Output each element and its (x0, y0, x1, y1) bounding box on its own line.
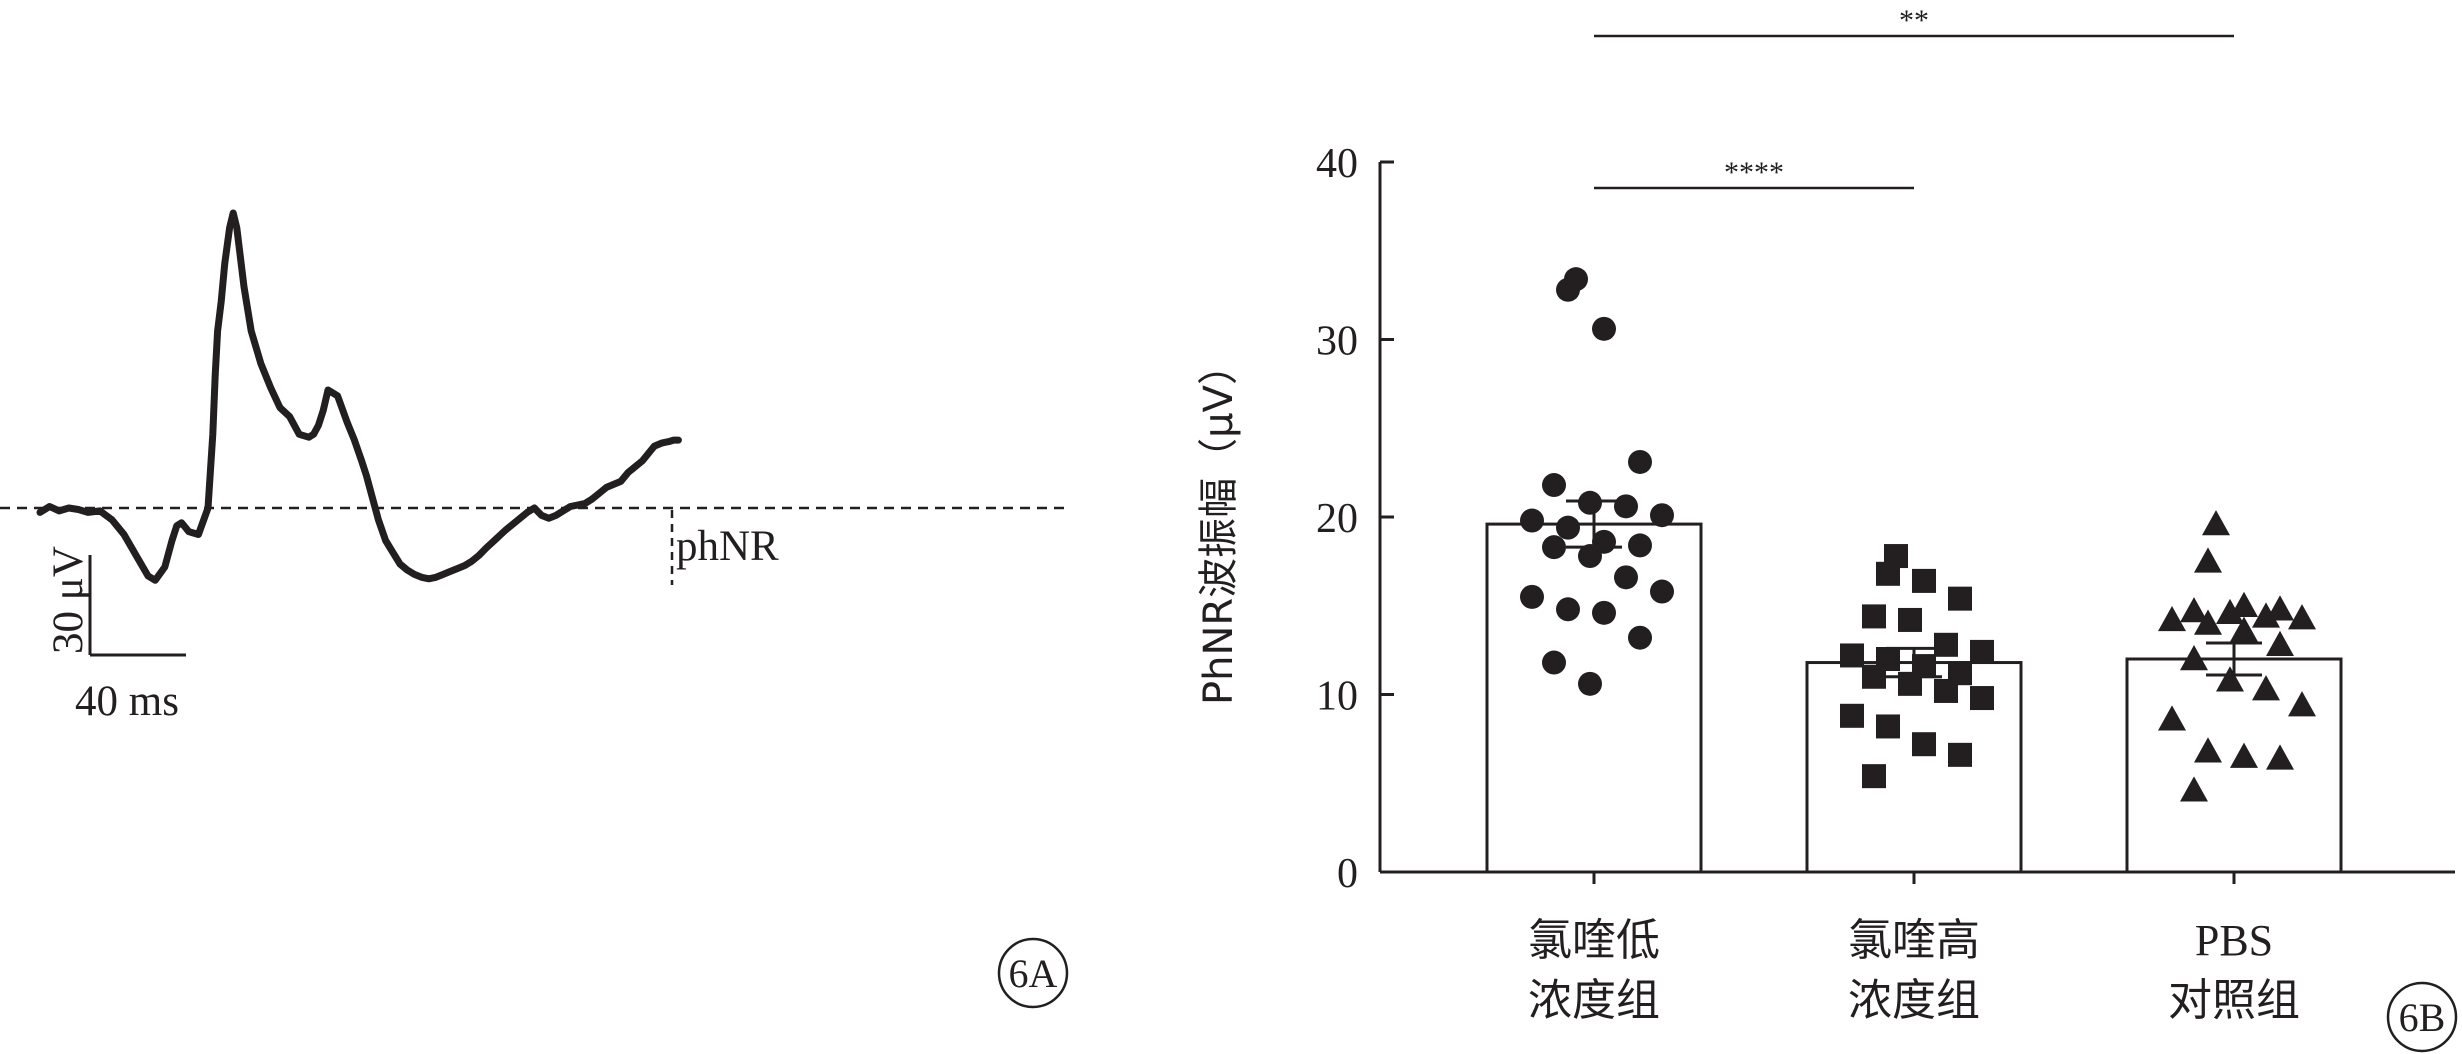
data-point-circle-1-21 (1542, 650, 1566, 675)
data-point-circle-1-3 (1592, 316, 1616, 341)
data-point-circle-1-13 (1542, 535, 1566, 560)
data-point-circle-1-5 (1542, 473, 1566, 498)
data-point-square-2-15 (1934, 678, 1958, 703)
data-point-square-2-5 (1862, 604, 1886, 629)
data-point-triangle-3-17 (2158, 705, 2186, 731)
data-point-square-2-9 (1840, 643, 1864, 668)
data-point-triangle-3-7 (2252, 602, 2280, 628)
data-point-triangle-3-12 (2266, 630, 2294, 656)
data-point-circle-1-8 (1650, 503, 1674, 528)
x-category-label-3-line-2: 对照组 (2168, 975, 2300, 1026)
data-point-triangle-3-9 (2158, 605, 2186, 632)
data-point-square-2-21 (1862, 764, 1886, 789)
data-point-triangle-3-3 (2230, 591, 2258, 617)
data-point-triangle-3-13 (2180, 645, 2208, 671)
data-point-circle-1-6 (1578, 490, 1602, 515)
data-point-triangle-3-1 (2202, 510, 2230, 536)
data-point-triangle-3-15 (2252, 675, 2280, 701)
data-point-circle-1-9 (1520, 508, 1544, 533)
data-point-circle-1-17 (1520, 584, 1544, 609)
data-point-square-2-19 (1912, 732, 1936, 757)
data-point-circle-1-19 (1592, 600, 1616, 625)
x-category-label-2-line-1: 氯喹高 (1848, 915, 1980, 966)
y-tick-label-10: 10 (1316, 674, 1358, 720)
data-point-triangle-3-4 (2266, 595, 2294, 621)
data-point-square-2-18 (1876, 714, 1900, 739)
data-point-square-2-13 (1862, 664, 1886, 689)
y-tick-label-20: 20 (1316, 496, 1358, 542)
x-category-label-1-line-1: 氯喹低 (1528, 915, 1660, 966)
data-point-square-2-2 (1876, 561, 1900, 586)
data-point-circle-1-15 (1614, 565, 1638, 590)
data-point-triangle-3-8 (2288, 604, 2316, 630)
scale-bar-vertical-label: 30 μV (45, 546, 92, 654)
data-point-square-2-7 (1934, 632, 1958, 657)
x-category-label-1-line-2: 浓度组 (1528, 975, 1660, 1026)
data-point-circle-1-18 (1556, 597, 1580, 622)
data-point-square-2-20 (1948, 742, 1972, 767)
y-axis-label: PhNR波振幅（μV） (1196, 345, 1242, 705)
data-points-group (1520, 267, 2316, 802)
data-point-square-2-3 (1912, 568, 1936, 593)
panel-label-6a-circle (997, 937, 1069, 1009)
y-tick-label-0: 0 (1337, 851, 1358, 897)
data-point-square-2-14 (1898, 671, 1922, 696)
y-tick-label-40: 40 (1316, 141, 1358, 187)
data-point-triangle-3-10 (2194, 609, 2222, 635)
data-point-triangle-3-21 (2180, 776, 2208, 802)
data-point-circle-1-14 (1578, 544, 1602, 569)
panel-6a-waveform: phNR 30 μV 40 ms 6A (0, 209, 1070, 1009)
data-point-triangle-3-20 (2266, 744, 2294, 770)
data-point-square-2-8 (1970, 639, 1994, 664)
data-point-square-2-16 (1970, 686, 1994, 711)
data-point-circle-1-10 (1556, 515, 1580, 540)
data-point-circle-1-22 (1578, 671, 1602, 696)
data-point-triangle-3-5 (2180, 597, 2208, 623)
data-point-triangle-3-18 (2194, 737, 2222, 763)
data-point-circle-1-16 (1650, 579, 1674, 604)
data-point-circle-1-4 (1628, 449, 1652, 474)
significance-label-1: **** (1724, 156, 1784, 189)
significance-brackets: ****** (1594, 4, 2234, 190)
phnr-annotation-label: phNR (676, 523, 779, 570)
data-point-triangle-3-6 (2216, 598, 2244, 625)
y-axis: 0 10 20 30 40 (1316, 141, 1394, 897)
data-point-triangle-3-16 (2288, 691, 2316, 717)
data-point-triangle-3-14 (2216, 666, 2244, 692)
bar-1 (1485, 522, 1703, 874)
data-point-circle-1-7 (1614, 494, 1638, 519)
panel-label-6b: 6B (2399, 995, 2446, 1040)
data-point-triangle-3-11 (2230, 616, 2258, 642)
erg-waveform-line (36, 209, 682, 584)
data-point-circle-1-2 (1556, 277, 1580, 302)
data-point-circle-1-12 (1628, 533, 1652, 558)
data-point-square-2-17 (1840, 703, 1864, 728)
significance-label-2: ** (1899, 4, 1929, 37)
x-category-label-2-line-2: 浓度组 (1848, 975, 1980, 1026)
x-category-label-3-line-1: PBS (2195, 916, 2273, 965)
data-point-triangle-3-19 (2230, 742, 2258, 768)
panel-label-6b-circle (2386, 981, 2458, 1053)
y-tick-label-30: 30 (1316, 319, 1358, 365)
data-point-circle-1-20 (1628, 625, 1652, 650)
data-point-triangle-3-2 (2194, 547, 2222, 573)
panel-label-6a: 6A (1009, 951, 1058, 996)
scale-bar-horizontal-label: 40 ms (75, 678, 179, 725)
data-point-square-2-4 (1948, 586, 1972, 611)
data-point-square-2-6 (1898, 607, 1922, 632)
